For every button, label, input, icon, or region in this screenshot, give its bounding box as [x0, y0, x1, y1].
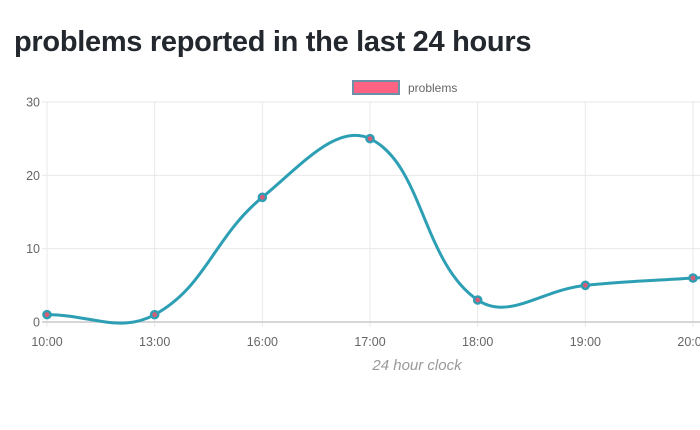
y-tick-label: 30	[26, 96, 40, 110]
legend[interactable]: problems	[352, 80, 457, 95]
x-axis-title: 24 hour clock	[372, 357, 462, 374]
x-tick-label: 17:00	[354, 335, 385, 349]
problems-line-series	[45, 133, 700, 325]
data-point-19:00[interactable]	[580, 280, 591, 291]
y-tick-label: 0	[33, 316, 40, 330]
x-tick-label: 18:00	[462, 335, 493, 349]
x-tick-label: 10:00	[31, 335, 62, 349]
y-tick-label: 20	[26, 169, 40, 183]
data-point-10:00[interactable]	[42, 309, 52, 320]
x-tick-label: 16:00	[247, 335, 278, 349]
x-tick-label: 13:00	[139, 335, 170, 349]
data-point-20:00[interactable]	[688, 273, 698, 283]
data-point-18:00[interactable]	[472, 295, 483, 305]
chart-title: problems reported in the last 24 hours	[14, 26, 532, 58]
data-point-16:00[interactable]	[257, 192, 268, 203]
x-tick-label: 20:00	[677, 335, 700, 349]
legend-swatch-problems[interactable]	[352, 80, 400, 95]
data-point-13:00[interactable]	[149, 309, 160, 320]
legend-label-problems[interactable]: problems	[408, 80, 458, 95]
x-tick-label: 19:00	[570, 335, 601, 349]
data-point-17:00[interactable]	[365, 133, 375, 144]
y-tick-label: 10	[26, 242, 40, 256]
